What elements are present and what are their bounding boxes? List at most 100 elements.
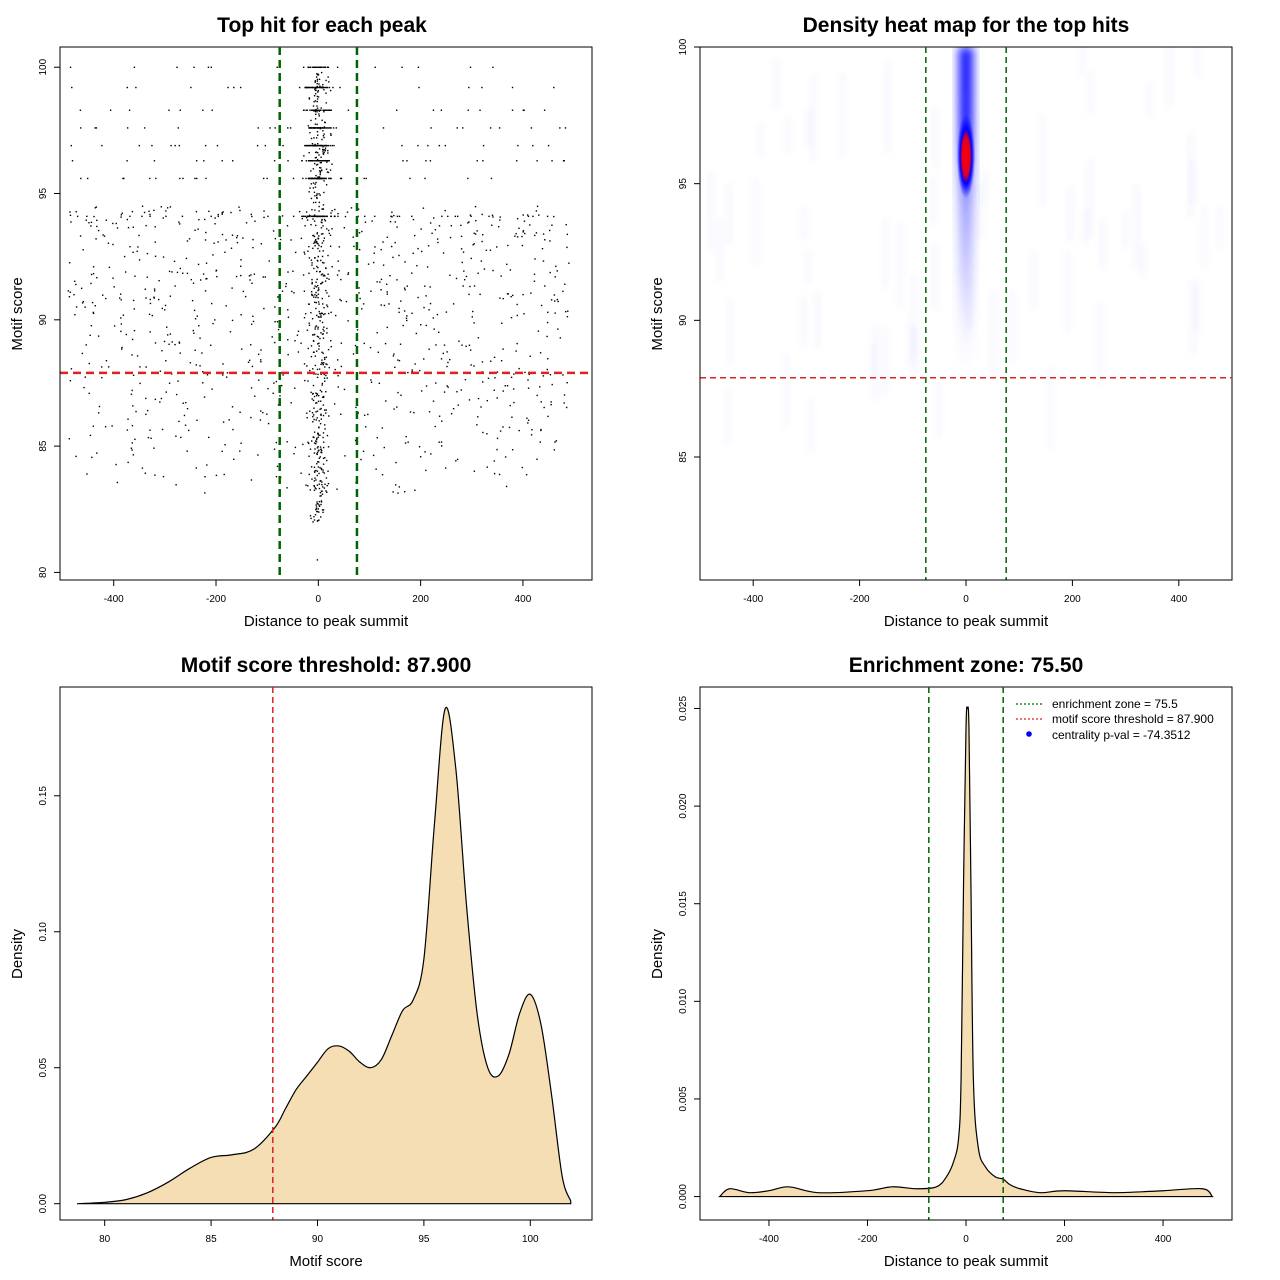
scatter-point xyxy=(210,66,212,69)
scatter-point xyxy=(323,409,326,411)
scatter-point xyxy=(322,150,324,152)
scatter-point xyxy=(438,415,441,417)
scatter-point xyxy=(313,418,315,421)
scatter-point xyxy=(319,66,322,69)
scatter-point xyxy=(316,233,318,235)
scatter-point xyxy=(315,441,318,443)
scatter-point xyxy=(260,361,262,363)
scatter-point xyxy=(550,299,553,301)
scatter-point xyxy=(311,127,313,129)
scatter-point xyxy=(291,290,293,293)
scatter-point xyxy=(542,260,545,262)
scatter-point xyxy=(340,365,343,368)
scatter-point xyxy=(310,517,312,520)
scatter-point xyxy=(333,144,335,147)
scatter-point xyxy=(314,157,317,159)
scatter-point xyxy=(293,453,295,455)
scatter-point xyxy=(315,137,318,139)
scatter-point xyxy=(222,211,224,213)
scatter-point xyxy=(316,123,318,126)
scatter-point xyxy=(153,296,155,298)
scatter-point xyxy=(523,109,525,111)
scatter-point xyxy=(316,158,319,161)
scatter-point xyxy=(322,463,325,465)
scatter-point xyxy=(316,410,319,412)
scatter-point xyxy=(315,392,317,394)
scatter-point xyxy=(132,405,134,407)
scatter-point xyxy=(318,215,320,218)
scatter-point xyxy=(250,274,252,276)
scatter-point xyxy=(493,460,496,462)
scatter-point xyxy=(131,389,133,392)
scatter-point xyxy=(554,441,556,443)
scatter-point xyxy=(345,300,348,303)
scatter-point xyxy=(347,272,350,274)
scatter-point xyxy=(515,233,517,235)
scatter-point xyxy=(518,227,520,230)
scatter-point xyxy=(468,86,470,89)
x-axis-label: Distance to peak summit xyxy=(884,613,1049,630)
scatter-point xyxy=(306,144,309,147)
scatter-point xyxy=(281,290,284,292)
scatter-point xyxy=(269,127,271,129)
scatter-point xyxy=(329,169,332,171)
scatter-point xyxy=(473,232,475,235)
scatter-point xyxy=(324,150,326,152)
scatter-point xyxy=(527,387,530,389)
scatter-point xyxy=(317,293,320,295)
scatter-point xyxy=(308,97,310,99)
scatter-point xyxy=(322,414,325,417)
scatter-point xyxy=(302,443,304,446)
scatter-point xyxy=(135,410,137,413)
scatter-point xyxy=(531,429,533,431)
scatter-point xyxy=(95,127,98,129)
scatter-point xyxy=(559,127,561,129)
scatter-point xyxy=(402,160,404,162)
scatter-point xyxy=(417,144,419,147)
scatter-point xyxy=(286,441,288,443)
scatter-point xyxy=(320,274,323,276)
scatter-point xyxy=(310,215,312,218)
scatter-point xyxy=(294,340,296,342)
scatter-point xyxy=(339,298,341,301)
scatter-point xyxy=(79,109,82,111)
scatter-point xyxy=(175,435,177,437)
scatter-point xyxy=(90,325,93,327)
scatter-point xyxy=(435,344,437,346)
scatter-point xyxy=(516,160,518,162)
scatter-point xyxy=(489,127,492,129)
scatter-point xyxy=(322,363,324,366)
heatmap-streak xyxy=(784,354,789,426)
scatter-point xyxy=(471,316,473,318)
scatter-point xyxy=(316,278,318,281)
scatter-point xyxy=(397,391,399,394)
scatter-point xyxy=(320,282,322,285)
scatter-point xyxy=(312,392,314,395)
scatter-point xyxy=(321,359,323,361)
scatter-point xyxy=(568,262,570,264)
scatter-point xyxy=(91,301,94,304)
scatter-point xyxy=(323,395,325,398)
y-tick-label: 0.000 xyxy=(678,1184,689,1209)
scatter-point xyxy=(93,215,95,218)
scatter-point xyxy=(352,236,354,238)
scatter-point xyxy=(324,366,326,368)
scatter-point xyxy=(361,230,363,233)
scatter-point xyxy=(542,375,545,377)
scatter-point xyxy=(420,324,422,326)
scatter-point xyxy=(312,105,315,107)
scatter-point xyxy=(323,111,325,113)
scatter-point xyxy=(327,149,329,152)
scatter-point xyxy=(322,177,325,180)
scatter-point xyxy=(230,211,232,214)
scatter-point xyxy=(344,455,346,457)
scatter-point xyxy=(473,285,476,287)
scatter-point xyxy=(323,307,325,309)
scatter-point xyxy=(160,206,163,208)
scatter-point xyxy=(338,270,340,272)
scatter-point xyxy=(443,344,446,346)
scatter-point xyxy=(536,394,538,397)
scatter-point xyxy=(450,225,453,227)
scatter-point xyxy=(287,316,290,318)
scatter-point xyxy=(195,467,198,469)
